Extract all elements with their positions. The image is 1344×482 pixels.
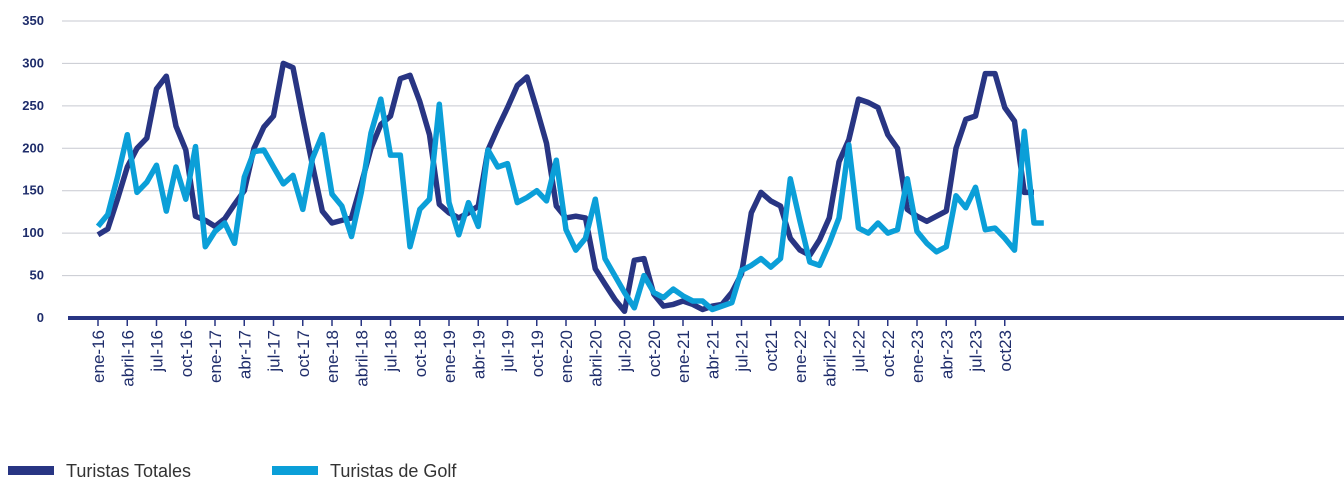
x-tick-label: jul-18 bbox=[382, 330, 401, 373]
x-tick-label: oct21 bbox=[762, 330, 781, 372]
x-tick-label: jul-21 bbox=[733, 330, 752, 373]
x-tick-label: abr-17 bbox=[235, 330, 254, 379]
x-tick-label: ene-23 bbox=[908, 330, 927, 383]
legend-label: Turistas Totales bbox=[66, 461, 191, 481]
x-tick-label: oct-18 bbox=[411, 330, 430, 377]
series-line-turistas-de-golf bbox=[95, 96, 1044, 313]
x-tick-label: oct-20 bbox=[645, 330, 664, 377]
y-tick-label: 150 bbox=[22, 183, 44, 198]
x-tick-label: oct-17 bbox=[294, 330, 313, 377]
x-tick-label: abr-21 bbox=[703, 330, 722, 379]
y-axis-ticks: 0 50 100 150 200 250 300 350 bbox=[22, 13, 44, 325]
x-tick-label: oct-22 bbox=[879, 330, 898, 377]
x-tick-label: ene-20 bbox=[557, 330, 576, 383]
x-tick-label: jul-19 bbox=[499, 330, 518, 373]
x-tick-label: abril-18 bbox=[352, 330, 371, 387]
x-tick-label: ene-16 bbox=[89, 330, 108, 383]
y-tick-label: 50 bbox=[30, 268, 44, 283]
x-tick-label: ene-22 bbox=[791, 330, 810, 383]
x-axis: ene-16 abril-16 jul-16 oct-16 ene-17 abr-17 ju… bbox=[68, 316, 1344, 387]
y-tick-label: 100 bbox=[22, 225, 44, 240]
x-tick-label: abr-19 bbox=[469, 330, 488, 379]
x-tick-label: jul-23 bbox=[967, 330, 986, 373]
y-tick-label: 300 bbox=[22, 55, 44, 70]
x-tick-label: oct-19 bbox=[528, 330, 547, 377]
x-tick-label: abril-16 bbox=[118, 330, 137, 387]
y-tick-label: 0 bbox=[37, 310, 44, 325]
x-tick-label: abril-20 bbox=[586, 330, 605, 387]
series-line-turistas-totales bbox=[96, 60, 1034, 314]
x-tick-label: ene-21 bbox=[674, 330, 693, 383]
y-tick-label: 200 bbox=[22, 140, 44, 155]
x-tick-label: abril-22 bbox=[820, 330, 839, 387]
legend: Turistas Totales Turistas de Golf bbox=[8, 461, 457, 481]
x-tick-label: ene-17 bbox=[206, 330, 225, 383]
legend-swatch bbox=[272, 466, 318, 475]
legend-label: Turistas de Golf bbox=[330, 461, 457, 481]
x-tick-label: jul-22 bbox=[850, 330, 869, 373]
x-tick-label: oct23 bbox=[996, 330, 1015, 372]
series-lines bbox=[95, 60, 1044, 314]
y-tick-label: 250 bbox=[22, 98, 44, 113]
x-tick-label: oct-16 bbox=[177, 330, 196, 377]
x-tick-label: jul-16 bbox=[148, 330, 167, 373]
x-tick-label: jul-20 bbox=[616, 330, 635, 373]
x-tick-label: ene-18 bbox=[323, 330, 342, 383]
x-tick-label: jul-17 bbox=[265, 330, 284, 373]
y-tick-label: 350 bbox=[22, 13, 44, 28]
legend-swatch bbox=[8, 466, 54, 475]
x-tick-label: ene-19 bbox=[440, 330, 459, 383]
x-tick-label: abr-23 bbox=[937, 330, 956, 379]
